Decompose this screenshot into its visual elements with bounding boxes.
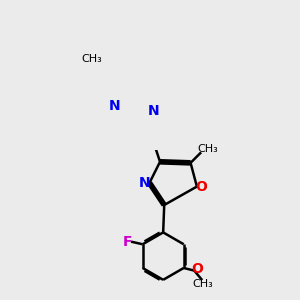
- Text: CH₃: CH₃: [193, 279, 214, 289]
- Text: CH₃: CH₃: [197, 144, 218, 154]
- Text: CH₃: CH₃: [82, 54, 102, 64]
- Text: N: N: [148, 104, 160, 118]
- Text: O: O: [196, 180, 208, 194]
- Text: N: N: [109, 99, 121, 113]
- Text: O: O: [191, 262, 203, 276]
- Text: F: F: [123, 235, 132, 249]
- Text: N: N: [139, 176, 151, 190]
